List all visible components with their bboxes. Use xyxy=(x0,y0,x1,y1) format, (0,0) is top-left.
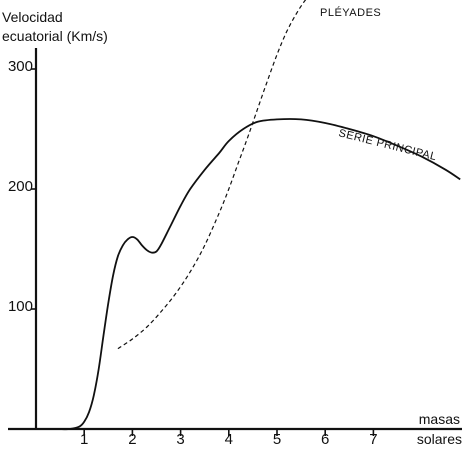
x-tick-label: 2 xyxy=(128,431,136,448)
x-axis-label-line2: solares xyxy=(417,431,462,447)
x-axis-label-line1: masas xyxy=(419,411,460,427)
pleyades-line xyxy=(117,0,307,350)
x-tick-label: 6 xyxy=(321,431,329,448)
series-lines xyxy=(60,0,461,431)
y-tick-label: 100 xyxy=(8,298,33,315)
y-tick-label: 300 xyxy=(8,58,33,75)
pleyades-curve-label: PLÉYADES xyxy=(320,6,381,19)
x-tick-label: 5 xyxy=(273,431,281,448)
x-tick-label: 3 xyxy=(176,431,184,448)
y-tick-label: 200 xyxy=(8,178,33,195)
serie-principal-line xyxy=(60,118,461,431)
axis-ticks: 1 2 3 4 5 6 7 100 200 300 xyxy=(8,58,378,448)
x-tick-label: 7 xyxy=(369,431,377,448)
x-tick-label: 4 xyxy=(225,431,233,448)
y-axis-label-line1: Velocidad xyxy=(2,9,63,25)
y-axis-label-line2: ecuatorial (Km/s) xyxy=(2,28,108,44)
x-tick-label: 1 xyxy=(80,431,88,448)
